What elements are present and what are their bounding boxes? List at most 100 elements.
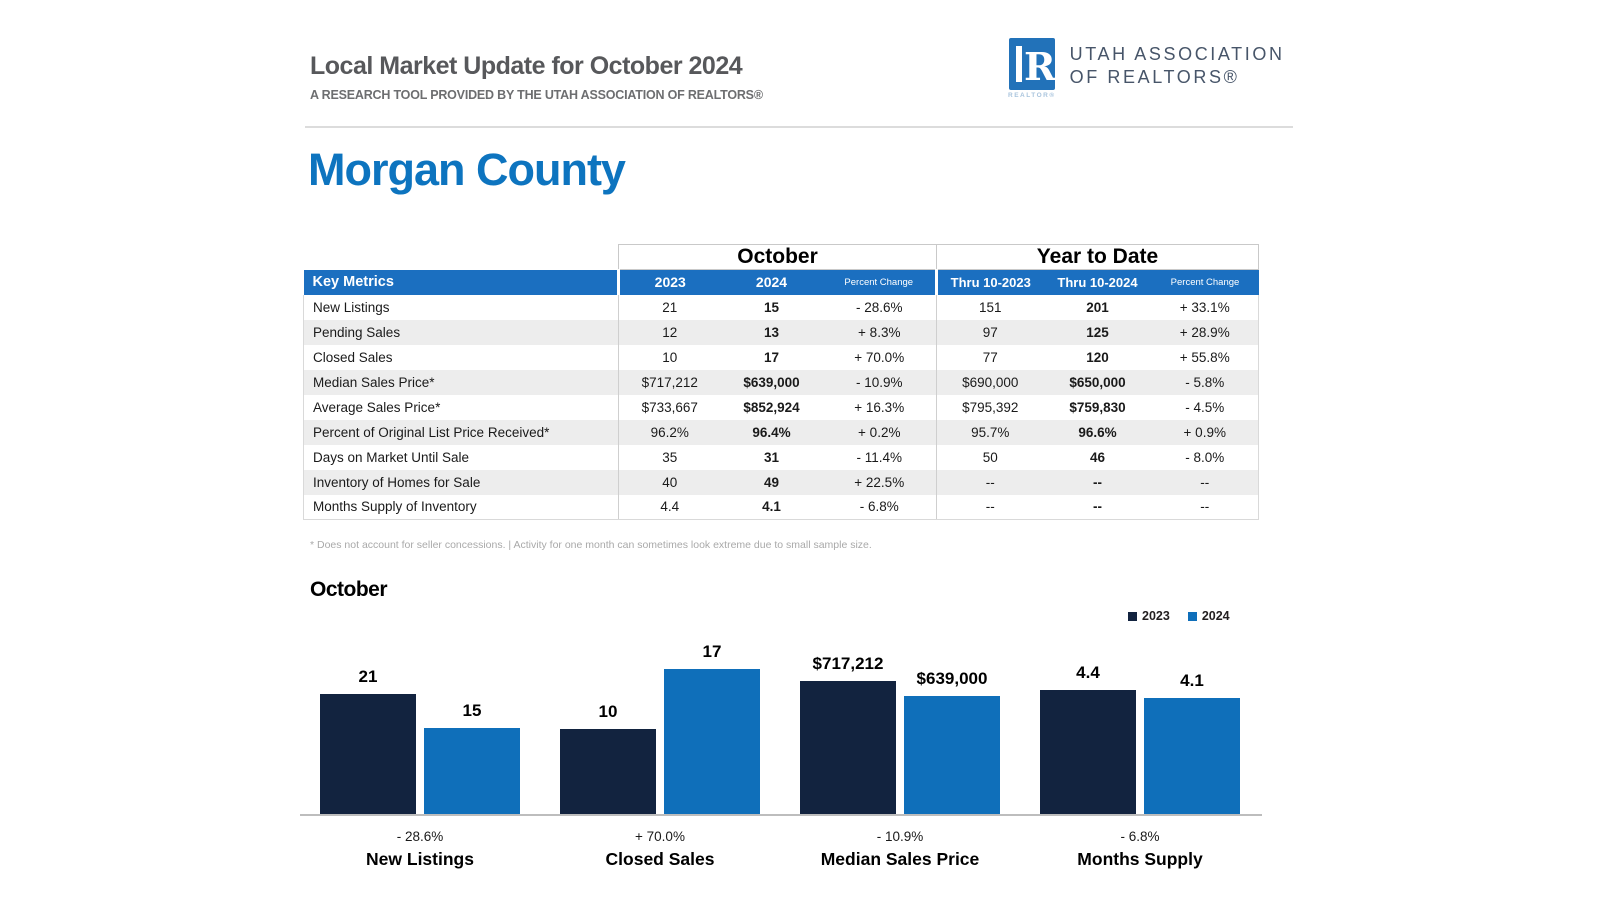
- percent-change-label: + 70.0%: [635, 829, 685, 844]
- bar-group: 10 17: [540, 600, 780, 814]
- table-row: Closed Sales 10 17 + 70.0% 77 120 + 55.8%: [303, 344, 1259, 370]
- metric-value-cell: 12: [618, 319, 721, 345]
- metric-value-cell: 17: [763, 349, 780, 365]
- table-row: Months Supply of Inventory 4.4 4.1- 6.8% --…: [303, 494, 1259, 520]
- metric-value-cell: - 10.9%: [822, 369, 937, 395]
- metric-value-cell: 49: [720, 469, 823, 495]
- column-header-thru-2023: Thru 10-2023: [935, 269, 1044, 295]
- legend-item-2024: 2024: [1187, 609, 1230, 623]
- metric-value-cell: 96.6%: [1043, 419, 1152, 445]
- table-row: Days on Market Until Sale 35 31 - 11.4% 50 46…: [303, 444, 1259, 470]
- logo-wordmark-line1: UTAH ASSOCIATION: [1069, 44, 1285, 64]
- bar-2023: [560, 729, 656, 814]
- metric-value-cell: 46: [1089, 449, 1106, 465]
- category-label: Median Sales Price: [820, 849, 980, 869]
- uar-logo: R REALTOR® UTAH ASSOCIATION OF REALTORS®: [1008, 38, 1285, 99]
- region-title: Morgan County: [308, 144, 626, 195]
- category-label: New Listings: [366, 849, 474, 869]
- table-row: Average Sales Price* $733,667 $852,924 + 16…: [303, 394, 1259, 420]
- column-header-percent-change: Percent Change: [822, 269, 937, 295]
- metric-value-cell: + 28.9%: [1151, 319, 1259, 345]
- metric-value-cell: 95.7%: [936, 419, 1044, 445]
- metric-value-cell: + 8.3%: [822, 319, 937, 345]
- metric-value-cell: --: [1043, 469, 1152, 495]
- metric-name-cell: Inventory of Homes for Sale: [303, 469, 619, 495]
- metric-name-cell: Closed Sales: [303, 344, 619, 370]
- table-column-header-row: Key Metrics 2023 2024 Percent Change Thr…: [303, 269, 1259, 295]
- metric-value-cell: 4.4: [618, 494, 721, 520]
- key-metrics-table: October Year to Date Key Metrics 2023 20…: [303, 244, 1259, 520]
- chart-legend: 2023 2024: [1128, 609, 1230, 623]
- metric-value-cell: 15: [763, 299, 780, 315]
- metric-value-cell: 151: [936, 294, 1044, 320]
- svg-text:R: R: [1024, 44, 1055, 89]
- header-divider: [305, 126, 1293, 128]
- metric-value-cell: $690,000: [936, 369, 1044, 395]
- table-row: New Listings 21 15 - 28.6% 151 201 + 33.1%: [303, 294, 1259, 320]
- metric-value-cell: + 33.1%: [1151, 294, 1259, 320]
- table-row: Median Sales Price* $717,212 $639,000- 10.…: [303, 369, 1259, 395]
- bar-2024: [664, 669, 760, 814]
- metric-value-cell: + 22.5%: [822, 469, 937, 495]
- metric-value-cell: $639,000: [720, 369, 823, 395]
- metric-value-cell: $650,000: [1043, 369, 1152, 395]
- table-group-header-row: October Year to Date: [303, 244, 1259, 270]
- bar-group: 21 15: [300, 600, 540, 814]
- metric-value-cell: $795,392: [936, 394, 1044, 420]
- metric-value-cell: 97: [936, 319, 1044, 345]
- metric-value-cell: $759,830: [1069, 399, 1126, 415]
- bar-2024: [904, 696, 1000, 814]
- table-footnote: * Does not account for seller concession…: [310, 539, 872, 551]
- metric-value-cell: 201: [1086, 299, 1109, 315]
- metric-value-cell: 125: [1043, 319, 1152, 345]
- metric-name-cell: Months Supply of Inventory: [303, 494, 619, 520]
- metric-value-cell: 77: [936, 344, 1044, 370]
- metric-value-cell: - 6.8%: [822, 494, 937, 520]
- percent-change-label: - 10.9%: [876, 829, 924, 844]
- column-header-2024: 2024: [720, 269, 823, 295]
- logo-wordmark: UTAH ASSOCIATION OF REALTORS®: [1070, 43, 1285, 89]
- metric-value-cell: 13: [720, 319, 823, 345]
- page-subtitle: A RESEARCH TOOL PROVIDED BY THE UTAH ASS…: [310, 88, 763, 102]
- realtor-badge-caption: REALTOR®: [1008, 92, 1056, 99]
- metric-value-cell: 35: [618, 444, 721, 470]
- category-label: Closed Sales: [605, 849, 715, 869]
- metric-value-cell: $852,924: [743, 399, 800, 415]
- logo-wordmark-line2: OF REALTORS®: [1069, 67, 1240, 87]
- chart-title: October: [310, 578, 388, 601]
- bar-value-label: 4.4: [1076, 663, 1100, 682]
- metric-value-cell: - 5.8%: [1151, 369, 1259, 395]
- table-row: Pending Sales 12 13 + 8.3% 97 125 + 28.9%: [303, 319, 1259, 345]
- percent-change-label: - 6.8%: [1120, 829, 1160, 844]
- metrics-table-body: October Year to Date Key Metrics 2023 20…: [303, 244, 1259, 520]
- metric-value-cell: + 0.9%: [1151, 419, 1259, 445]
- realtor-badge: R REALTOR®: [1008, 38, 1056, 99]
- metric-value-cell: $733,667: [618, 394, 721, 420]
- metric-value-cell: 120: [1086, 349, 1109, 365]
- bar-group: $717,212 $639,000: [780, 600, 1020, 814]
- metric-name-cell: Percent of Original List Price Received*: [303, 419, 619, 445]
- metric-value-cell: --: [936, 469, 1044, 495]
- metric-name-cell: Days on Market Until Sale: [303, 444, 619, 470]
- bar-2023: [320, 694, 416, 814]
- metric-value-cell: - 11.4%: [856, 449, 903, 465]
- metric-value-cell: --: [936, 494, 1044, 520]
- metric-value-cell: + 55.8%: [1151, 344, 1259, 370]
- metric-name-cell: New Listings: [303, 294, 619, 320]
- group-header-october: October: [618, 244, 937, 270]
- percent-change-label: - 28.6%: [396, 829, 444, 844]
- metric-name-cell: Average Sales Price*: [303, 394, 619, 420]
- metric-value-cell: + 0.2%: [822, 419, 937, 445]
- metric-value-cell: 96.4%: [720, 419, 823, 445]
- metric-value-cell: --: [1043, 494, 1152, 520]
- table-row: Inventory of Homes for Sale 40 49 + 22.5% --…: [303, 469, 1259, 495]
- chart-plot: 21 15 10 17 $717,212 $639,000 4.4 4.1: [300, 600, 1262, 816]
- legend-label-2024: 2024: [1201, 609, 1230, 623]
- metric-value-cell: --: [1151, 469, 1259, 495]
- bar-2024: [424, 728, 520, 814]
- bar-value-label: $639,000: [916, 669, 988, 688]
- bar-2023: [1040, 690, 1136, 814]
- page-title: Local Market Update for October 2024: [310, 52, 743, 80]
- metric-value-cell: 40: [618, 469, 721, 495]
